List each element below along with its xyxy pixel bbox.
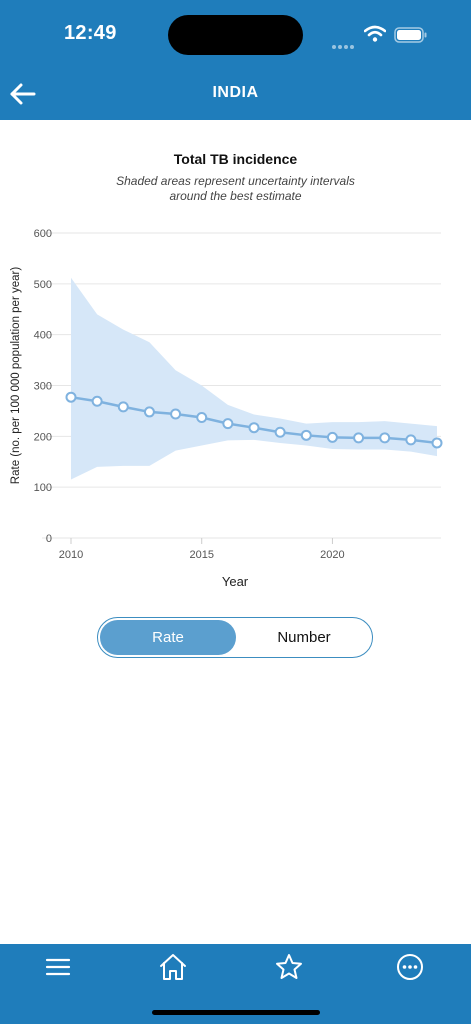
- y-tick-label: 500: [34, 279, 52, 291]
- favorites-button[interactable]: [274, 952, 304, 982]
- data-point: [196, 412, 208, 424]
- data-point: [143, 406, 155, 418]
- y-tick-label: 100: [34, 482, 52, 494]
- data-point: [91, 395, 103, 407]
- chart-title: Total TB incidence: [173, 151, 298, 167]
- wifi-icon: [364, 25, 386, 42]
- page-title: INDIA: [212, 84, 259, 101]
- cellular-signal-icon: [332, 36, 358, 49]
- data-point: [248, 422, 260, 434]
- data-point: [170, 408, 182, 420]
- y-tick-label: 400: [34, 330, 52, 342]
- home-indicator: [152, 1010, 320, 1015]
- data-point: [274, 426, 286, 438]
- home-icon: [160, 954, 186, 980]
- y-tick-label: 600: [34, 228, 52, 240]
- back-button[interactable]: [8, 80, 38, 108]
- status-bar: 12:49: [0, 0, 471, 68]
- chart-subtitle-line-1: Shaded areas represent uncertainty inter…: [116, 174, 355, 188]
- rate-number-toggle: Rate Number: [97, 617, 373, 658]
- y-tick-label: 200: [34, 431, 52, 443]
- home-button[interactable]: [158, 952, 188, 982]
- data-point: [117, 401, 129, 413]
- arrow-left-icon: [10, 83, 36, 105]
- data-point: [353, 432, 365, 444]
- data-point: [222, 418, 234, 430]
- x-axis-label: Year: [222, 574, 249, 589]
- uncertainty-band: [71, 277, 437, 480]
- dynamic-island: [168, 15, 303, 55]
- incidence-chart: 0 100 200 300 400 500 600 2010 2015 2020 Year Rate …: [10, 228, 443, 589]
- y-tick-label: 300: [34, 381, 52, 393]
- star-icon: [276, 954, 302, 979]
- y-axis-label: Rate (no. per 100 000 population per yea…: [10, 267, 22, 485]
- data-point: [326, 431, 338, 443]
- toggle-rate-button[interactable]: Rate: [100, 620, 236, 655]
- chart-subtitle: Shaded areas represent uncertainty inter…: [90, 174, 381, 204]
- more-icon: [397, 954, 423, 980]
- y-tick-label: 0: [46, 533, 52, 545]
- data-point: [379, 432, 391, 444]
- x-tick-label: 2020: [320, 549, 344, 561]
- x-tick-label: 2010: [59, 549, 83, 561]
- chart-subtitle-line-2: around the best estimate: [169, 189, 302, 203]
- toggle-number-button[interactable]: Number: [277, 629, 331, 646]
- data-point: [65, 391, 77, 403]
- more-button[interactable]: [395, 952, 425, 982]
- data-point: [405, 434, 417, 446]
- battery-icon: [394, 27, 427, 43]
- status-time: 12:49: [64, 22, 117, 44]
- data-point: [300, 429, 312, 441]
- menu-button[interactable]: [43, 952, 73, 982]
- data-point: [431, 437, 443, 449]
- app-header: INDIA: [0, 68, 471, 120]
- menu-icon: [45, 958, 71, 976]
- x-tick-label: 2015: [189, 549, 213, 561]
